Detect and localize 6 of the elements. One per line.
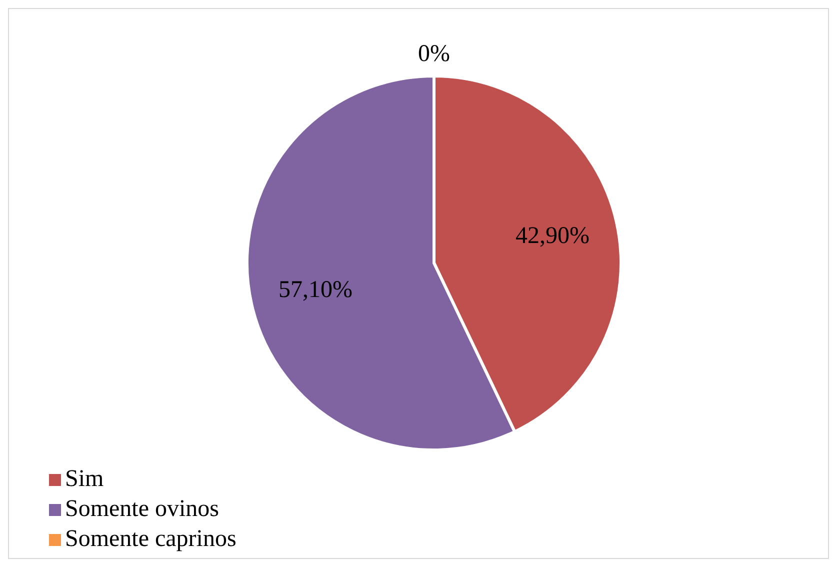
legend-label: Somente caprinos xyxy=(65,526,236,552)
legend-label: Somente ovinos xyxy=(65,496,219,522)
data-label: 57,10% xyxy=(278,276,352,303)
legend-label: Sim xyxy=(65,466,104,492)
text: 0% xyxy=(418,41,450,67)
data-label: 42,90% xyxy=(516,223,590,250)
